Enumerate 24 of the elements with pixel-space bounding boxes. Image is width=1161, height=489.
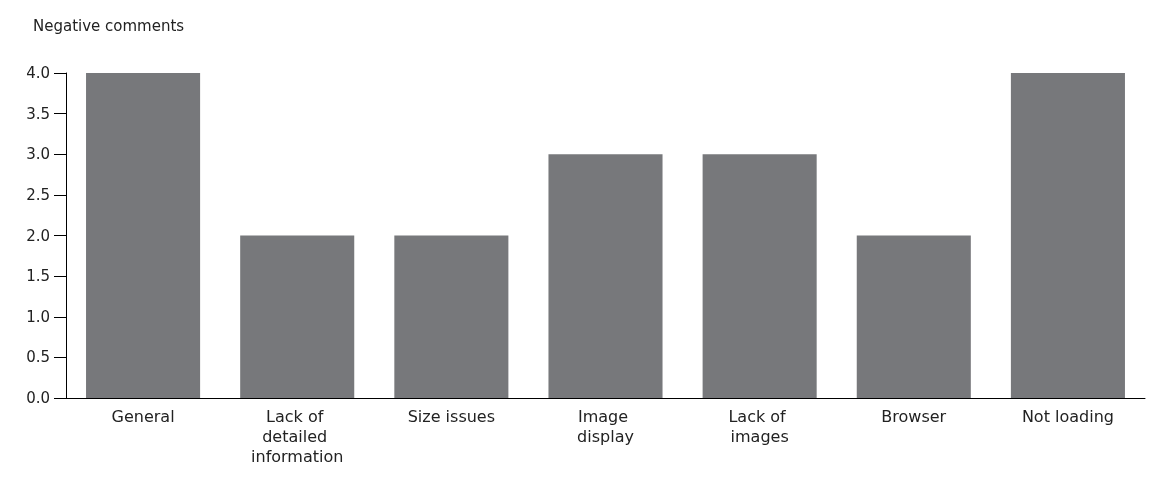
- x-tick-label: Browser: [881, 406, 947, 426]
- y-tick-label: 0.0: [26, 389, 50, 407]
- x-tick-label: Image display: [577, 406, 634, 446]
- y-tick-label: 3.0: [26, 145, 50, 164]
- y-tick-label: 3.5: [26, 104, 50, 123]
- x-tick-label: General: [111, 406, 175, 426]
- bar: [394, 235, 509, 398]
- y-tick-label: 1.5: [26, 267, 50, 286]
- y-tick-label: 4.0: [26, 64, 50, 82]
- x-tick-label: Lack of detailed information: [251, 406, 344, 466]
- x-tick-label: Not loading: [1021, 406, 1114, 426]
- y-tick-label: 2.0: [26, 226, 50, 245]
- bar: [1010, 73, 1125, 398]
- y-axis-title: Negative comments: [33, 16, 185, 35]
- bar: [548, 154, 663, 398]
- x-tick-label: Lack of images: [728, 406, 791, 446]
- bar: [856, 235, 971, 398]
- y-tick-label: 2.5: [26, 185, 50, 204]
- y-tick-label: 1.0: [26, 307, 50, 326]
- bar: [86, 73, 201, 398]
- y-tick-label: 0.5: [26, 348, 50, 367]
- bar: [702, 154, 817, 398]
- bar: [240, 235, 355, 398]
- x-tick-label: Size issues: [407, 406, 496, 426]
